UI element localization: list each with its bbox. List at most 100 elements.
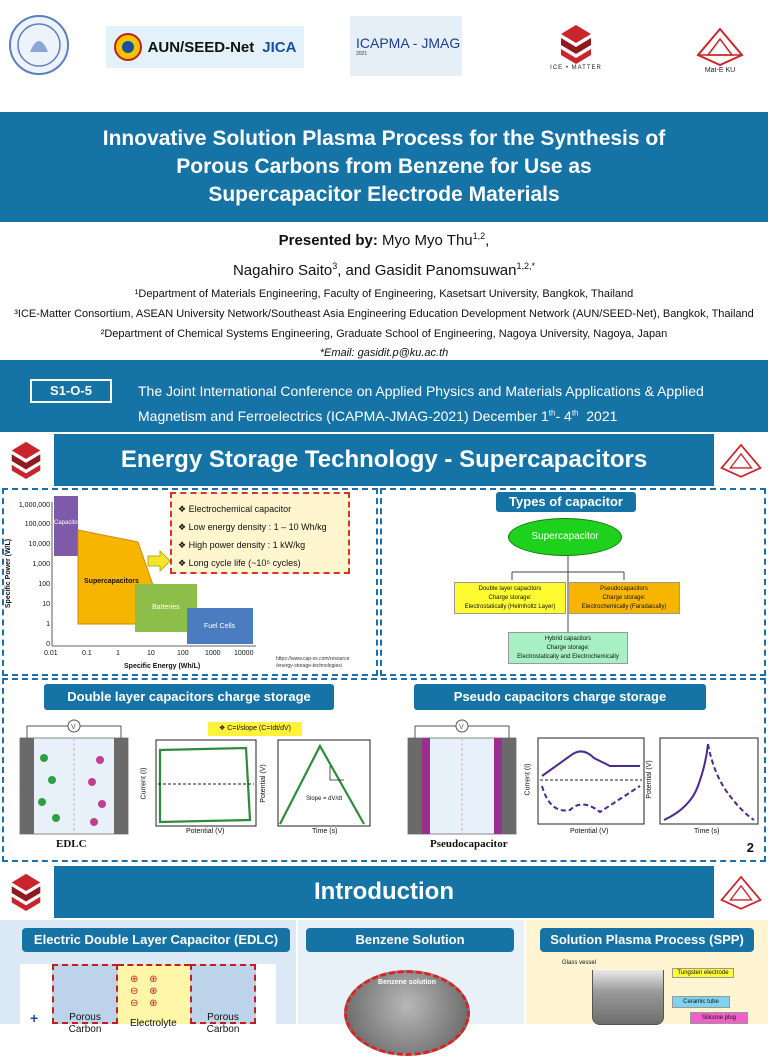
arrow-icon [147,550,171,572]
conference-band: S1-O-5 The Joint International Conferenc… [0,360,768,432]
edlc-diagram: V EDLC [12,718,136,854]
spp-diagram: Glass vessel Tungsten electrode Ceramic … [562,960,762,1025]
slide3-mate-logo [714,866,768,918]
pseudo-node: Pseudocapacitors Charge storage: Electro… [568,582,680,614]
session-code-badge: S1-O-5 [30,379,112,403]
ragone-bullets: ❖ Electrochemical capacitor ❖ Low energy… [170,492,350,574]
minus-terminal-icon: + [30,1010,39,1026]
spp-column-title: Solution Plasma Process (SPP) [540,928,754,952]
pseudo-cv-y-label: Current (I) [524,763,532,796]
y-tick: 100 [38,581,50,588]
mat-e-ku-logo-text: Mat-E KU [704,66,736,74]
fuel-cells-region [187,608,253,644]
author-1: Myo Myo Thu [382,232,473,249]
title-band: Innovative Solution Plasma Process for t… [0,112,768,222]
intro-column-edlc: Electric Double Layer Capacitor (EDLC) P… [0,920,296,1035]
ion-cluster: ⊕ ⊕ ⊖ ⊕ ⊖ ⊕ [130,974,162,1009]
edlc-gcd-graph: Potential (V) Slope = dV/dt Time (s) [260,736,372,836]
benzene-photo-label: Benzene solution [378,979,436,986]
left-electrode [52,964,118,1024]
supercapacitors-label: Supercapacitors [84,578,139,585]
conference-line-2-text: Magnetism and Ferroelectrics (ICAPMA-JMA… [138,408,549,424]
logo-bar: AUN/SEED-Net JICA ICAPMA - JMAG 2021 ICE… [0,0,768,110]
pseudo-charge-title: Pseudo capacitors charge storage [414,684,706,710]
hybrid-node: Hybrid capacitors Charge storage: Electr… [508,632,628,664]
batteries-label: Batteries [152,604,180,611]
edlc-cv-graph: Current (I) Potential (V) [140,736,258,836]
aun-logo-text: AUN/SEED-Net [147,38,255,56]
pseudo-gcd-graph: Potential (V) Time (s) [646,736,760,840]
author-1-affiliation: 1,2 [472,231,486,241]
presenter-line: Presented by: Myo Myo Thu1,2, [0,226,768,251]
svg-text:V: V [71,724,76,731]
slide2-mate-logo [714,434,768,486]
presented-by-label: Presented by: [278,232,378,249]
double-layer-line: Electrostatically (Helmholtz Layer) [464,604,556,610]
title-line-1: Innovative Solution Plasma Process for t… [102,127,666,150]
x-tick: 10000 [234,650,254,657]
contact-email: *Email: gasidit.p@ku.ac.th [319,347,449,359]
intro-column-spp: Solution Plasma Process (SPP) Glass vess… [526,920,768,1025]
slide3-header: Introduction [0,866,768,918]
x-tick: 100 [177,650,189,657]
electrolyte-region [118,964,190,1024]
ragone-y-label: Specific Power (W/L) [5,538,13,609]
slide2-header: Energy Storage Technology - Supercapacit… [0,434,768,486]
conference-date-sup-1: th [548,408,556,418]
fuel-cells-label: Fuel Cells [204,623,236,630]
conference-year: 2021 [578,408,618,424]
bullet-item: ❖ High power density : 1 kW/kg [178,540,306,550]
double-layer-node: Double layer capacitors Charge storage: … [454,582,566,614]
vessel-body [592,970,664,1025]
slide2-heading: Energy Storage Technology - Supercapacit… [54,434,714,486]
double-layer-name: Double layer capacitors [478,586,542,592]
silicone-plug-label: Silicone plug [690,1012,748,1024]
title-line-3: Supercapacitor Electrode Materials [208,183,560,206]
hybrid-line: Electrostatically and Electrochemically [517,654,619,660]
slide3-ice-logo [0,866,52,918]
ragone-source: https://www.cap-xx.com/resource /energy-… [276,656,349,670]
double-layer-line: Charge storage: [488,595,532,601]
svg-text:V: V [459,724,464,731]
right-porous-carbon-label: Porous Carbon [206,1012,240,1035]
edlc-gcd-x-label: Time (s) [312,828,338,835]
icapma-jmag-logo: ICAPMA - JMAG 2021 [350,16,462,76]
icapma-logo-year: 2021 [356,51,368,57]
tungsten-electrode-label: Tungsten electrode [672,968,734,978]
pseudo-diagram-label: Pseudocapacitor [430,838,508,850]
edlc-column-title: Electric Double Layer Capacitor (EDLC) [22,928,290,952]
hybrid-name: Hybrid capacitors [544,636,592,642]
ice-matter-logo: ICE • MATTER [536,14,616,80]
bullet-text: High power density : 1 kW/kg [188,540,306,550]
slide3-heading: Introduction [54,866,714,918]
types-panel: Types of capacitor Supercapacitor Double… [380,488,766,676]
author-3: , and Gasidit Panomsuwan [337,262,517,279]
y-tick: 1 [46,621,50,628]
charge-storage-panel: Double layer capacitors charge storage P… [2,678,766,862]
x-tick: 0.1 [82,650,92,657]
edlc-charge-title: Double layer capacitors charge storage [44,684,334,710]
ice-matter-logo-text: ICE • MATTER [550,65,602,71]
left-porous-carbon-label: Porous Carbon [68,1012,102,1035]
bullet-text: Long cycle life (~10⁵ cycles) [188,558,301,568]
pseudo-cv-graph: Current (I) Potential (V) [524,736,646,840]
mat-e-ku-logo: Mat-E KU [688,20,752,78]
pseudo-cv-x-label: Potential (V) [570,828,609,835]
edlc-diagram-label: EDLC [56,838,87,850]
icapma-logo-text: ICAPMA - JMAG [356,35,461,51]
affiliation-3: ³ICE-Matter Consortium, ASEAN University… [14,308,754,320]
source-line-2: /energy-storage-technologies/ [276,663,343,669]
author-2-affiliation: 3 [332,261,338,271]
title-line-2: Porous Carbons from Benzene for Use as [176,155,592,178]
capacitance-formula: ❖ C=I/slope (C=Idt/dV) [208,722,302,736]
authors-block: Presented by: Myo Myo Thu1,2, Nagahiro S… [0,222,768,360]
conference-line-2: Magnetism and Ferroelectrics (ICAPMA-JMA… [138,408,617,424]
hybrid-line: Charge storage: [546,645,590,651]
pseudo-line: Electrochemically (Faradaically) [581,604,667,610]
ceramic-tube-label: Ceramic tube [672,996,730,1008]
pseudo-gcd-y-label: Potential (V) [645,760,653,799]
y-tick: 10 [42,601,50,608]
y-tick: 10,000 [28,541,50,548]
x-tick: 1 [116,650,120,657]
page-number: 2 [746,840,754,855]
